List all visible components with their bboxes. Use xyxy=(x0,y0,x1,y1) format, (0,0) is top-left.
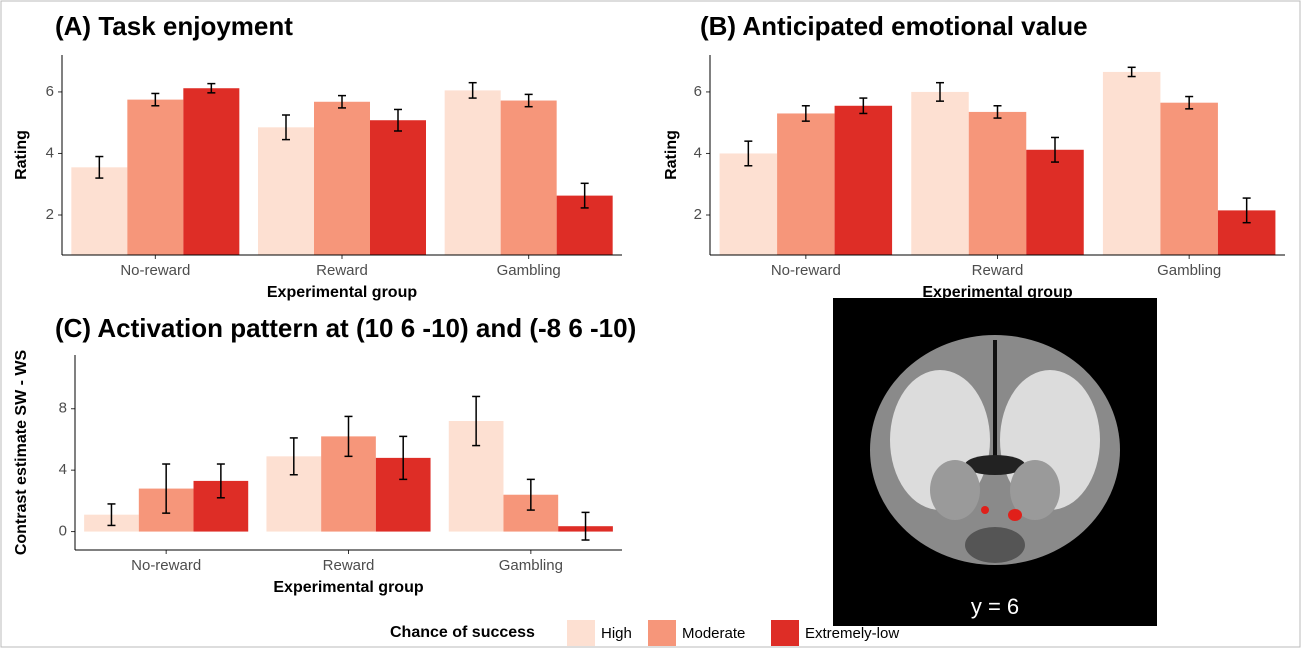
bar xyxy=(1026,150,1084,255)
x-tick-label: Gambling xyxy=(497,262,561,279)
bar xyxy=(911,92,969,255)
bar xyxy=(370,120,426,255)
bar xyxy=(71,167,127,255)
y-axis-label: Rating xyxy=(13,130,30,180)
x-tick-label: No-reward xyxy=(771,262,841,279)
x-axis-label: Experimental group xyxy=(267,284,417,301)
y-tick-label: 4 xyxy=(59,461,67,478)
bar xyxy=(969,112,1027,255)
y-tick-label: 8 xyxy=(59,400,67,417)
bar xyxy=(777,113,835,255)
legend-swatch xyxy=(567,620,595,646)
y-tick-label: 0 xyxy=(59,523,67,540)
x-tick-label: Reward xyxy=(972,262,1024,279)
bar xyxy=(1103,72,1161,255)
bar xyxy=(314,102,370,255)
y-tick-label: 4 xyxy=(694,144,702,161)
brain-image: y = 6 xyxy=(833,298,1157,626)
bar xyxy=(1160,103,1218,255)
bar xyxy=(258,127,314,255)
bar xyxy=(445,90,501,255)
figure: y = 6 Chance of success (A) Task enjoyme… xyxy=(0,0,1301,648)
chart-title: (B) Anticipated emotional value xyxy=(700,11,1088,41)
x-tick-label: No-reward xyxy=(131,557,201,574)
y-tick-label: 6 xyxy=(46,83,54,100)
x-axis-label: Experimental group xyxy=(273,579,423,596)
y-axis-label: Contrast estimate SW - WS xyxy=(13,349,30,555)
x-tick-label: Gambling xyxy=(1157,262,1221,279)
bar xyxy=(835,106,893,255)
legend-swatch xyxy=(648,620,676,646)
y-tick-label: 6 xyxy=(694,83,702,100)
y-tick-label: 2 xyxy=(46,206,54,223)
bar xyxy=(127,100,183,255)
chart-title: (C) Activation pattern at (10 6 -10) and… xyxy=(55,313,636,343)
image-label: y = 6 xyxy=(971,594,1019,619)
x-tick-label: No-reward xyxy=(120,262,190,279)
legend-label: High xyxy=(601,625,632,642)
bar xyxy=(183,88,239,255)
bar xyxy=(501,101,557,255)
y-axis-label: Rating xyxy=(663,130,680,180)
y-tick-label: 4 xyxy=(46,144,54,161)
chart-title: (A) Task enjoyment xyxy=(55,11,293,41)
legend-label: Extremely-low xyxy=(805,625,899,642)
legend-title: Chance of success xyxy=(390,624,535,641)
bar xyxy=(720,153,778,255)
x-tick-label: Gambling xyxy=(499,557,563,574)
x-axis-label: Experimental group xyxy=(922,284,1072,301)
legend-label: Moderate xyxy=(682,625,745,642)
legend-swatch xyxy=(771,620,799,646)
x-tick-label: Reward xyxy=(316,262,368,279)
x-tick-label: Reward xyxy=(323,557,375,574)
y-tick-label: 2 xyxy=(694,206,702,223)
